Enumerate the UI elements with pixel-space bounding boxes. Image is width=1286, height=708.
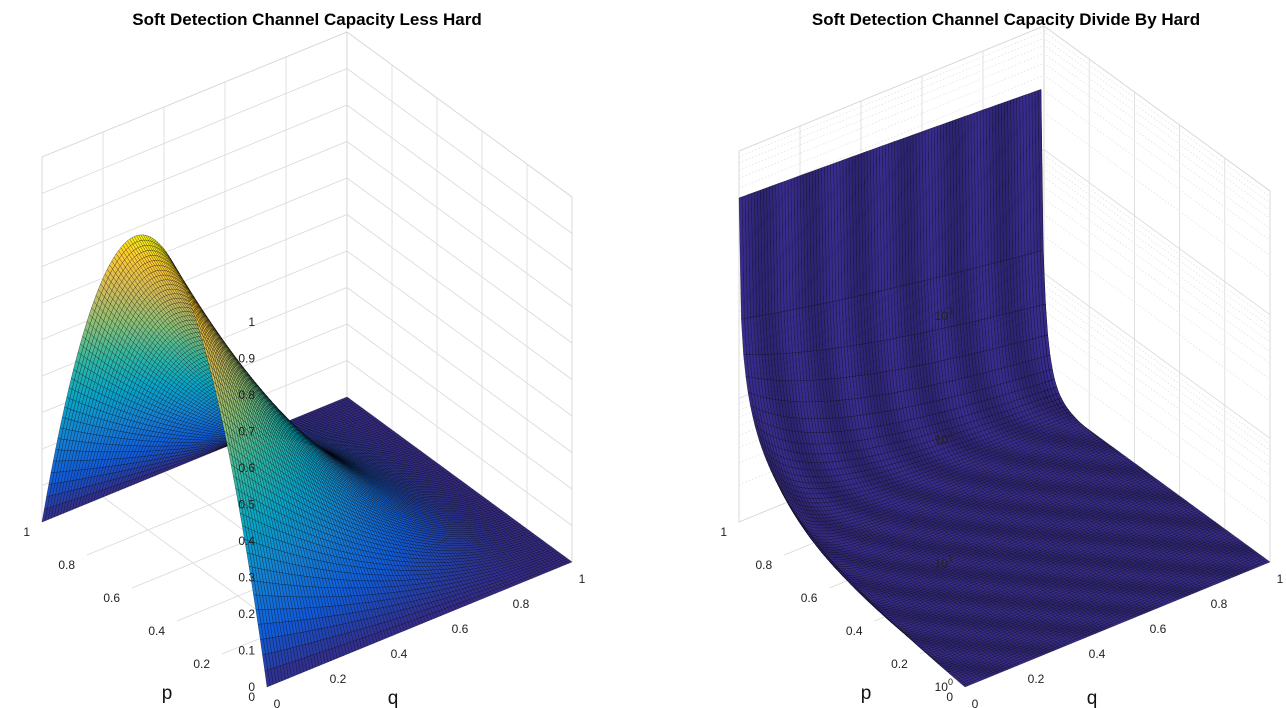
left-grid-zline — [41, 31, 573, 198]
left-chart-title: Soft Detection Channel Capacity Less Har… — [132, 10, 482, 29]
left-grid-zline — [41, 104, 573, 271]
left-grid-zline — [41, 141, 573, 307]
left-grid-zline — [41, 68, 573, 234]
left-chart: Soft Detection Channel Capacity Less Har… — [23, 10, 585, 708]
left-surface — [41, 234, 573, 688]
